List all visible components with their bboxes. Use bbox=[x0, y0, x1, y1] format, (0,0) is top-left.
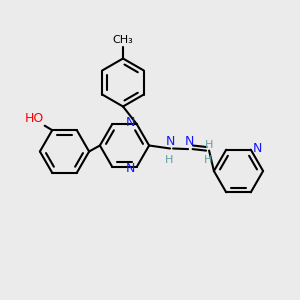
Text: H: H bbox=[164, 155, 173, 165]
Text: H: H bbox=[205, 140, 213, 150]
Text: N: N bbox=[126, 116, 135, 129]
Text: CH₃: CH₃ bbox=[112, 35, 134, 45]
Text: N: N bbox=[126, 162, 135, 175]
Text: N: N bbox=[165, 135, 175, 148]
Text: HO: HO bbox=[25, 112, 44, 125]
Text: N: N bbox=[252, 142, 262, 155]
Text: N: N bbox=[185, 135, 194, 148]
Text: H: H bbox=[203, 155, 212, 165]
